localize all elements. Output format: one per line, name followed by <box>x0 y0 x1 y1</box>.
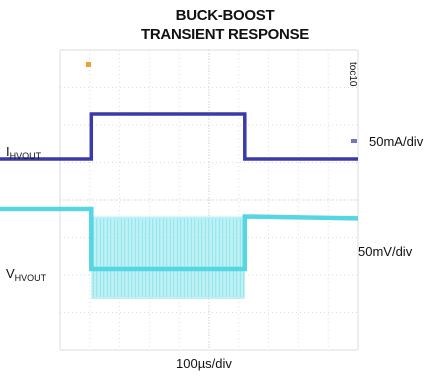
trigger-marker <box>86 62 91 67</box>
current-label-sub: HVOUT <box>9 151 42 161</box>
voltage-label-sub: HVOUT <box>14 273 47 283</box>
grid <box>59 49 359 351</box>
current-trace-label: IHVOUT <box>6 144 41 161</box>
traces <box>0 62 359 299</box>
chart-title-line1: BUCK-BOOST <box>175 7 275 24</box>
current-label-main: I <box>6 144 10 159</box>
figure-code: toc10 <box>347 62 358 87</box>
time-scale-label: 100µs/div <box>176 356 232 371</box>
chart-title-line2: TRANSIENT RESPONSE <box>141 26 309 43</box>
voltage-scale-label: 50mV/div <box>358 244 413 259</box>
voltage-trace-label: VHVOUT <box>6 266 46 283</box>
current-channel-marker <box>351 139 357 143</box>
voltage-trace <box>0 206 359 272</box>
voltage-label-main: V <box>6 266 15 281</box>
current-scale-label: 50mA/div <box>369 134 424 149</box>
chart-title: BUCK-BOOST TRANSIENT RESPONSE <box>96 6 354 44</box>
current-trace <box>0 112 358 161</box>
